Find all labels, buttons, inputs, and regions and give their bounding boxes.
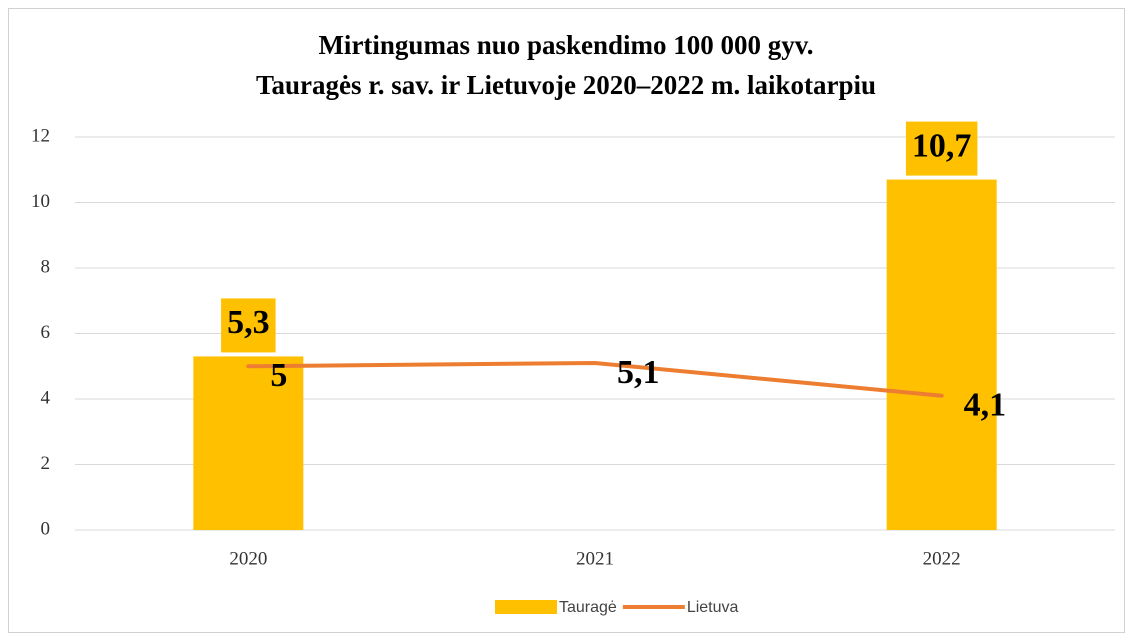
- chart-title: Mirtingumas nuo paskendimo 100 000 gyv.: [318, 30, 813, 60]
- y-tick-label: 8: [41, 256, 51, 277]
- y-tick-label: 12: [31, 125, 50, 146]
- bar: [886, 179, 997, 530]
- data-label: 5,1: [617, 354, 660, 391]
- legend-label: Lietuva: [687, 599, 739, 616]
- y-tick-label: 2: [41, 453, 51, 474]
- y-tick-label: 4: [41, 387, 51, 408]
- x-tick-label: 2021: [576, 548, 614, 569]
- x-tick-label: 2020: [229, 548, 267, 569]
- chart-title: Tauragės r. sav. ir Lietuvoje 2020–2022 …: [256, 70, 876, 100]
- legend-swatch: [495, 600, 557, 614]
- data-label-group: 5,3: [221, 298, 276, 353]
- legend-label: Tauragė: [559, 599, 617, 616]
- y-tick-label: 6: [41, 322, 51, 343]
- data-label: 5: [270, 357, 287, 394]
- data-label-bg: [221, 298, 276, 353]
- data-label: 4,1: [964, 387, 1007, 424]
- x-tick-label: 2022: [923, 548, 961, 569]
- data-label-bg: [905, 121, 978, 176]
- data-label: 10,7: [912, 127, 972, 164]
- line: [246, 360, 944, 398]
- data-label: 5,3: [227, 304, 270, 341]
- bar: [193, 356, 304, 530]
- y-tick-label: 10: [31, 191, 50, 212]
- y-tick-label: 0: [41, 518, 51, 539]
- data-label-group: 10,7: [905, 121, 978, 176]
